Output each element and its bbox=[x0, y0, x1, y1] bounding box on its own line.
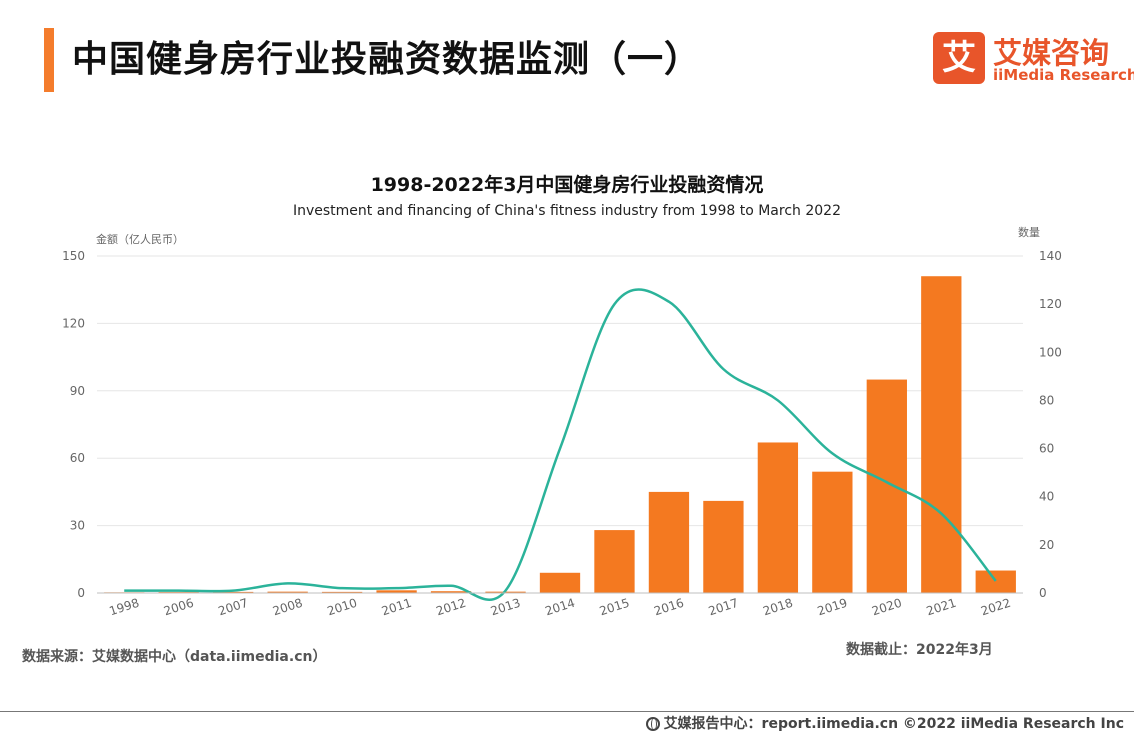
x-tick-label: 1998 bbox=[108, 596, 141, 619]
bar bbox=[812, 471, 853, 593]
bar bbox=[213, 591, 254, 593]
y-tick-label: 30 bbox=[70, 519, 85, 533]
logo-mark: 艾 bbox=[933, 32, 985, 84]
count-line bbox=[124, 288, 997, 601]
x-tick-label: 2018 bbox=[761, 596, 794, 619]
x-tick-label: 2007 bbox=[216, 596, 249, 619]
data-cutoff: 数据截止：2022年3月 bbox=[846, 642, 993, 658]
y2-tick-label: 140 bbox=[1039, 249, 1062, 263]
bar bbox=[430, 591, 472, 593]
x-tick-label: 2022 bbox=[979, 596, 1012, 619]
bar bbox=[703, 500, 744, 593]
chart-title: 1998-2022年3月中国健身房行业投融资情况 bbox=[370, 174, 764, 196]
y-axis-label: 金额（亿人民币） bbox=[96, 232, 184, 246]
x-tick-label: 2014 bbox=[543, 596, 576, 619]
footer-copyright-text: 艾媒报告中心：report.iimedia.cn ©2022 iiMedia R… bbox=[663, 716, 1124, 732]
y2-axis-label: 数量 bbox=[1018, 226, 1040, 239]
logo-name-cn: 艾媒咨询 bbox=[993, 36, 1110, 70]
x-tick-label: 2021 bbox=[925, 596, 958, 619]
x-tick-label: 2020 bbox=[870, 596, 903, 619]
axes: 0 30 60 90 120 150 0 20 40 60 80 100 120 140 1998 2006 2… bbox=[62, 249, 1062, 618]
x-tick-label: 2012 bbox=[434, 596, 467, 619]
x-tick-label: 2006 bbox=[162, 596, 195, 619]
chart-subtitle: Investment and financing of China's fitn… bbox=[292, 203, 841, 219]
bar bbox=[267, 591, 308, 593]
y-tick-label: 60 bbox=[70, 451, 85, 465]
data-source: 数据来源：艾媒数据中心（data.iimedia.cn） bbox=[22, 649, 327, 665]
x-tick-label: 2011 bbox=[380, 596, 413, 619]
y2-tick-label: 40 bbox=[1039, 490, 1054, 504]
x-tick-label: 2017 bbox=[707, 596, 740, 619]
bar bbox=[866, 379, 907, 593]
bar bbox=[376, 590, 417, 593]
bar bbox=[975, 570, 1016, 593]
bar bbox=[321, 591, 363, 593]
x-tick-label: 2019 bbox=[816, 596, 849, 619]
y2-tick-label: 120 bbox=[1039, 297, 1062, 311]
x-tick-label: 2008 bbox=[271, 596, 304, 619]
bar bbox=[757, 442, 799, 593]
line-series bbox=[124, 288, 997, 601]
y2-tick-label: 0 bbox=[1039, 586, 1047, 600]
y2-tick-label: 20 bbox=[1039, 538, 1054, 552]
title-accent-bar bbox=[44, 28, 54, 92]
bar bbox=[921, 276, 962, 593]
globe-icon bbox=[645, 717, 660, 731]
y-tick-label: 90 bbox=[70, 384, 85, 398]
y-tick-label: 120 bbox=[62, 316, 85, 330]
page-title: 中国健身房行业投融资数据监测（一） bbox=[72, 39, 702, 80]
footer-copyright[interactable]: 艾媒报告中心：report.iimedia.cn ©2022 iiMedia R… bbox=[645, 713, 1124, 733]
iimedia-logo[interactable]: 艾 艾媒咨询 iiMedia Research bbox=[933, 30, 1134, 86]
y-tick-label: 150 bbox=[62, 249, 85, 263]
y-tick-label: 0 bbox=[77, 586, 85, 600]
x-tick-label: 2015 bbox=[598, 596, 631, 619]
bar bbox=[539, 572, 581, 593]
bar bbox=[594, 530, 635, 593]
y2-tick-label: 60 bbox=[1039, 442, 1054, 456]
bar bbox=[648, 491, 690, 593]
logo-name-en: iiMedia Research bbox=[993, 66, 1134, 84]
x-tick-label: 2010 bbox=[325, 596, 358, 619]
y2-tick-label: 100 bbox=[1039, 345, 1062, 359]
y2-tick-label: 80 bbox=[1039, 393, 1054, 407]
footer-divider bbox=[0, 711, 1134, 712]
x-tick-label: 2016 bbox=[652, 596, 685, 619]
